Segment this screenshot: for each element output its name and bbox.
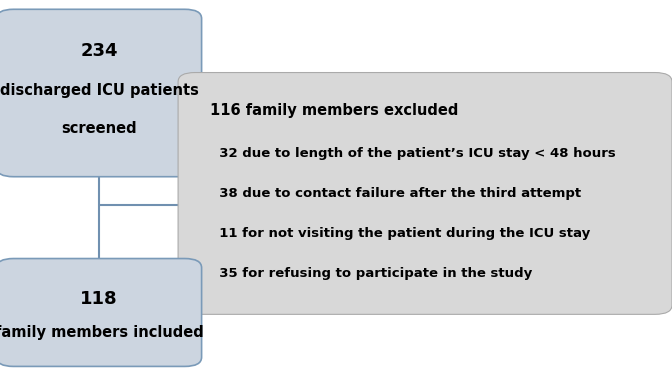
Text: 38 due to contact failure after the third attempt: 38 due to contact failure after the thir… (210, 187, 581, 200)
Text: 116 family members excluded: 116 family members excluded (210, 103, 458, 118)
Text: 234: 234 (81, 42, 118, 60)
Text: family members included: family members included (0, 325, 204, 340)
Text: 35 for refusing to participate in the study: 35 for refusing to participate in the st… (210, 267, 532, 280)
Text: 11 for not visiting the patient during the ICU stay: 11 for not visiting the patient during t… (210, 227, 590, 240)
Text: screened: screened (61, 121, 137, 136)
FancyBboxPatch shape (178, 73, 672, 314)
Text: 118: 118 (81, 290, 118, 308)
Text: discharged ICU patients: discharged ICU patients (0, 83, 198, 97)
FancyBboxPatch shape (0, 9, 202, 177)
Text: 32 due to length of the patient’s ICU stay < 48 hours: 32 due to length of the patient’s ICU st… (210, 147, 616, 160)
FancyBboxPatch shape (0, 259, 202, 366)
